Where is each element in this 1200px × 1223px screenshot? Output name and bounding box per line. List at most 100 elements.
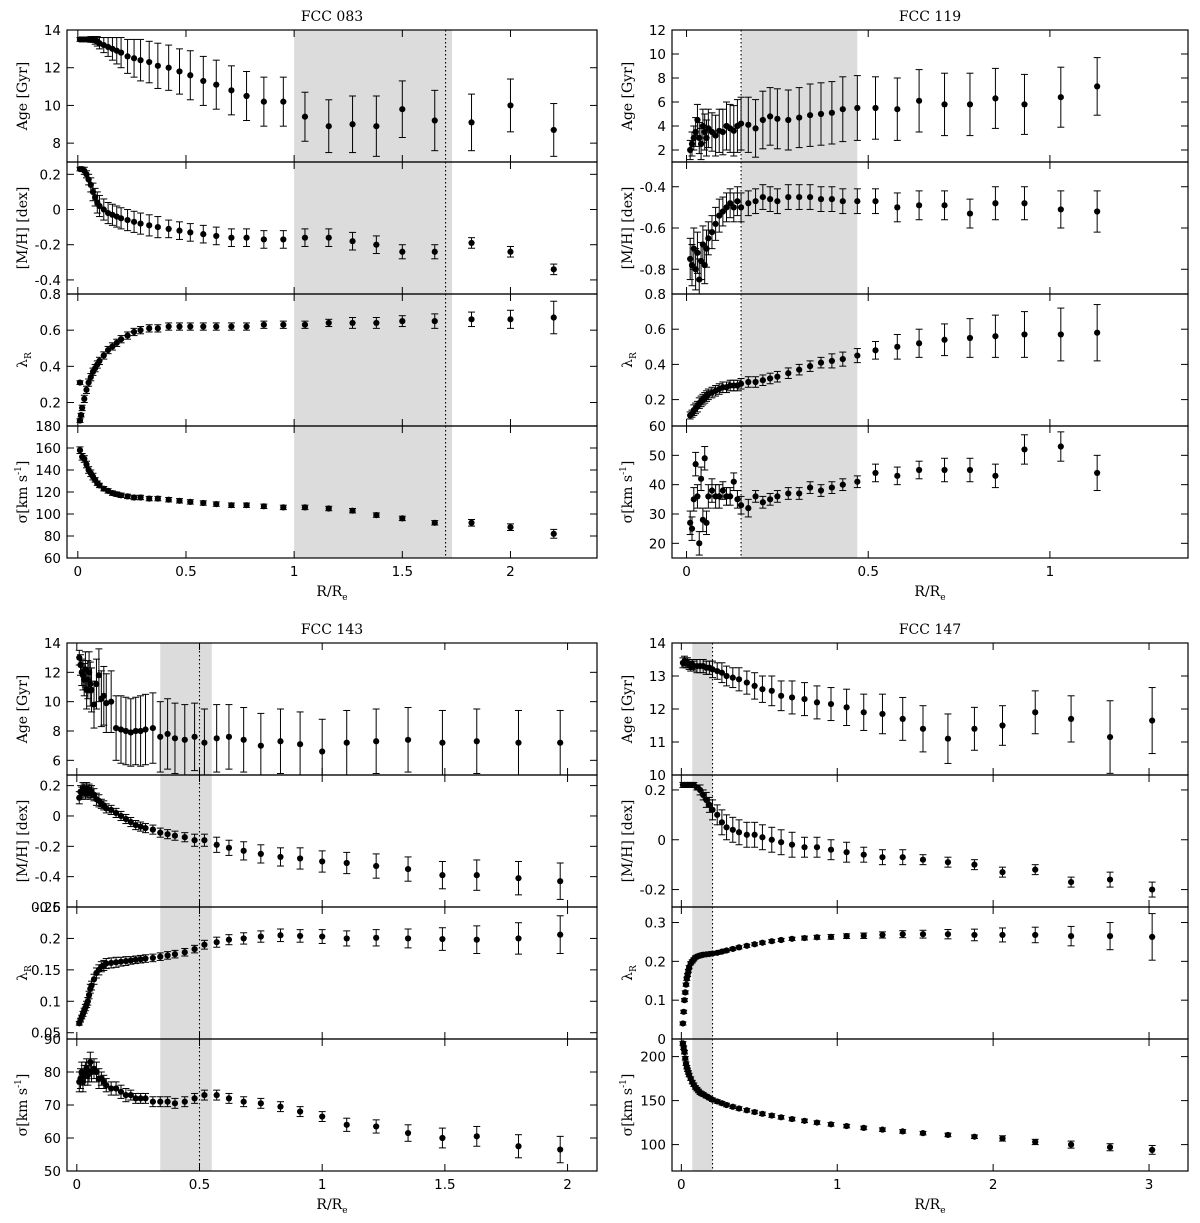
point-marker [719, 128, 726, 136]
point-marker [103, 700, 110, 707]
data-point [893, 77, 901, 141]
data-point [773, 188, 781, 215]
point-marker [213, 232, 220, 240]
data-point [682, 981, 690, 988]
point-marker [806, 363, 814, 370]
point-marker [774, 373, 781, 380]
point-marker [171, 1100, 179, 1107]
point-marker [681, 1049, 688, 1056]
y-tick-label: 0.8 [40, 287, 61, 303]
data-point [1093, 57, 1101, 116]
y-tick-label: 40 [649, 478, 666, 494]
point-marker [1021, 331, 1028, 338]
point-marker [507, 524, 514, 531]
point-marker [93, 1068, 100, 1076]
y-axis-label: σ[km s-1] [14, 461, 31, 524]
data-point [398, 515, 406, 522]
data-point [729, 816, 737, 843]
data-point [171, 702, 179, 775]
y-tick-label: 6 [657, 95, 666, 111]
data-point [878, 1126, 886, 1133]
point-marker [735, 1105, 743, 1112]
point-marker [688, 525, 696, 532]
y-axis-label-sup: -1 [619, 1079, 629, 1088]
data-point [473, 925, 481, 955]
x-tick-label: 0 [677, 1177, 686, 1193]
data-point [777, 1114, 785, 1121]
point-marker [759, 116, 766, 124]
data-point [301, 91, 309, 142]
point-marker [117, 1088, 125, 1095]
data-point [944, 713, 952, 764]
data-point [817, 82, 825, 146]
data-point [90, 680, 98, 729]
data-point [164, 951, 172, 960]
data-point [813, 1119, 821, 1126]
data-point [117, 695, 125, 764]
data-point [112, 1081, 120, 1096]
point-marker [788, 841, 796, 848]
point-marker [827, 846, 835, 853]
point-marker [132, 956, 139, 963]
point-marker [778, 692, 785, 699]
point-marker [839, 106, 846, 113]
data-point [279, 230, 287, 249]
point-marker [373, 511, 380, 519]
point-marker [468, 519, 475, 526]
data-point [715, 484, 723, 509]
data-point [784, 184, 792, 210]
data-point [1020, 186, 1028, 221]
point-marker [860, 932, 867, 939]
data-point [372, 95, 380, 157]
point-marker [122, 957, 129, 965]
y-tick-label: 12 [44, 665, 61, 681]
data-point [915, 190, 923, 221]
point-marker [919, 1130, 927, 1137]
data-point [318, 1111, 326, 1122]
data-point [127, 698, 135, 767]
data-point [759, 90, 767, 150]
point-marker [108, 959, 115, 967]
data-point [199, 224, 207, 244]
point-marker [132, 1095, 139, 1102]
y-axis-label: σ[km s-1] [14, 1074, 31, 1137]
data-point [514, 709, 522, 776]
data-point [212, 501, 220, 508]
data-point [919, 929, 927, 939]
data-point [726, 188, 734, 219]
y-tick-label: 60 [44, 551, 61, 567]
point-marker [999, 722, 1006, 729]
data-point [788, 680, 796, 715]
y-tick-label: 8 [657, 71, 666, 87]
y-tick-label: 160 [35, 441, 61, 457]
data-point [699, 789, 707, 801]
point-marker [1021, 200, 1028, 207]
point-marker [813, 699, 821, 706]
point-marker [130, 494, 138, 501]
data-point [137, 326, 145, 335]
data-point [723, 814, 731, 841]
data-point [752, 99, 760, 158]
y-tick-label: 0 [657, 1032, 666, 1048]
point-marker [1067, 878, 1075, 886]
data-point [681, 989, 689, 996]
point-marker [228, 323, 235, 330]
data-point [693, 484, 701, 509]
data-point [431, 244, 439, 260]
point-marker [706, 801, 713, 808]
data-point [257, 712, 265, 776]
point-marker [130, 55, 138, 62]
point-marker [213, 501, 220, 508]
data-point [788, 1115, 796, 1123]
point-marker [1057, 94, 1064, 101]
data-point [743, 1107, 751, 1114]
data-point [970, 706, 978, 751]
y-tick-label: 0.2 [40, 167, 61, 183]
data-point [719, 196, 727, 227]
data-point [76, 446, 84, 454]
data-point [113, 338, 121, 347]
data-point [117, 1084, 125, 1099]
data-point [127, 956, 135, 965]
point-marker [277, 1103, 284, 1110]
point-marker [137, 727, 144, 735]
